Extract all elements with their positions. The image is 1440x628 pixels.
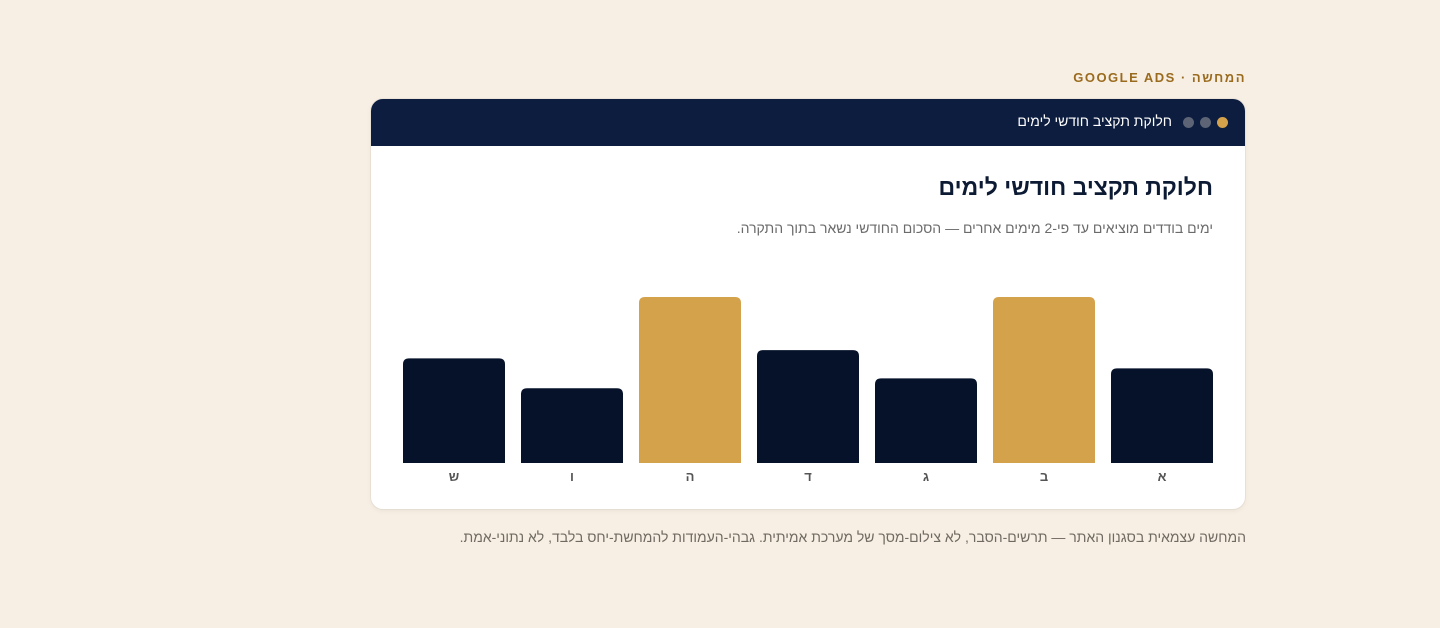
window-dot-1 bbox=[1217, 117, 1228, 128]
bar-5 bbox=[639, 297, 741, 463]
bar-4 bbox=[757, 350, 859, 463]
window-title: חלוקת תקציב חודשי לימים bbox=[1017, 113, 1172, 129]
eyebrow-label: המחשה · GOOGLE ADS bbox=[1073, 70, 1246, 85]
chart-subtitle: ימים בודדים מוציאים עד פי-2 מימים אחרים … bbox=[736, 220, 1213, 236]
footnote: המחשה עצמאית בסגנון האתר — תרשים-הסבר, ל… bbox=[459, 529, 1246, 545]
bar-label-7: ש bbox=[449, 469, 459, 484]
bar-label-5: ה bbox=[686, 469, 695, 484]
bar-1 bbox=[1111, 368, 1213, 463]
bar-2 bbox=[993, 297, 1095, 463]
window-dot-3 bbox=[1183, 117, 1194, 128]
window-titlebar: חלוקת תקציב חודשי לימים bbox=[371, 99, 1245, 146]
bar-6 bbox=[521, 388, 623, 463]
chart-card: חלוקת תקציב חודשי לימים חלוקת תקציב חודש… bbox=[371, 99, 1245, 509]
bar-label-2: ב bbox=[1040, 469, 1048, 484]
bar-7 bbox=[403, 358, 505, 463]
bar-label-6: ו bbox=[570, 469, 574, 484]
bar-label-4: ד bbox=[804, 469, 812, 484]
bar-3 bbox=[875, 378, 977, 463]
bar-label-3: ג bbox=[923, 469, 929, 484]
window-dot-2 bbox=[1200, 117, 1211, 128]
chart-title: חלוקת תקציב חודשי לימים bbox=[938, 174, 1213, 200]
bar-label-1: א bbox=[1158, 469, 1167, 484]
